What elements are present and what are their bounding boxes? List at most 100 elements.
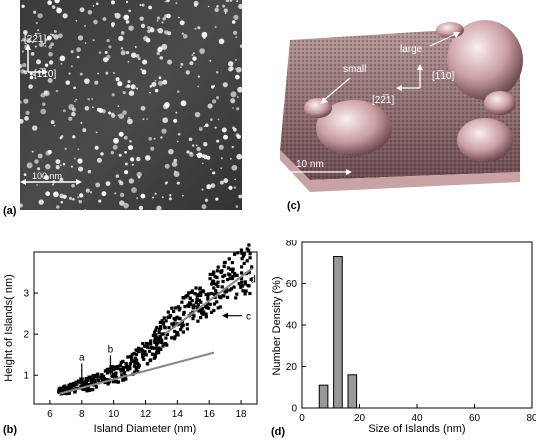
island-dot [201, 204, 207, 210]
island-dot [38, 199, 44, 205]
island-dot [157, 27, 164, 34]
data-point [199, 300, 203, 304]
data-point [210, 291, 214, 296]
y-axis-label: Height of Islands( nm) [3, 274, 15, 382]
island-dot [150, 146, 155, 151]
island-dot [37, 29, 40, 32]
island-dot [128, 90, 135, 96]
data-point [223, 290, 227, 294]
data-point [82, 387, 87, 391]
data-point [216, 284, 220, 288]
arrowhead-up-icon [417, 64, 423, 70]
data-point [178, 317, 182, 321]
data-point [175, 315, 179, 319]
island-dot [84, 42, 87, 44]
data-point [231, 267, 235, 271]
data-point [170, 336, 174, 340]
data-point [144, 353, 148, 357]
island-dot [123, 14, 129, 21]
data-point [186, 303, 190, 307]
data-point [121, 378, 125, 382]
island-dot [215, 197, 219, 201]
island-dot [68, 104, 75, 110]
data-point [228, 273, 232, 277]
island-dot [127, 145, 134, 151]
data-point [134, 367, 138, 371]
island-dot [23, 30, 28, 35]
island-dot [195, 144, 198, 147]
island-dot [74, 100, 76, 103]
data-point [235, 292, 239, 296]
island-dot [95, 131, 98, 134]
island-dot [55, 159, 61, 165]
data-point [199, 291, 203, 295]
data-point [216, 269, 220, 273]
data-point [90, 377, 94, 381]
data-point [57, 389, 62, 393]
island-dot [207, 5, 210, 8]
island-dot [122, 91, 126, 95]
island-dot [44, 63, 49, 67]
data-point [154, 333, 158, 337]
x-tick-label: 40 [411, 413, 423, 424]
island-dot [192, 52, 195, 55]
island-dot [206, 184, 212, 190]
data-point [160, 332, 164, 336]
island-dot [209, 168, 212, 171]
data-point [220, 269, 224, 273]
island-dot [220, 167, 223, 170]
island-dot [77, 196, 80, 199]
island-dot [131, 187, 137, 193]
island-dot [96, 157, 102, 163]
island-dot [207, 103, 213, 109]
data-point [128, 364, 132, 368]
island-dot [82, 128, 87, 133]
island-dot [164, 30, 169, 35]
arrowhead-right-icon [346, 169, 352, 175]
island-dot [165, 103, 170, 108]
island-dot [70, 50, 74, 54]
data-point [92, 374, 97, 378]
island-dot [139, 4, 142, 7]
island-dot [216, 139, 220, 143]
island-dot [201, 31, 208, 38]
island-dot [185, 70, 190, 75]
island-dot [156, 51, 160, 56]
data-point [190, 289, 194, 293]
data-point [115, 365, 119, 369]
island-dot [103, 57, 109, 63]
data-point [193, 292, 197, 296]
island-dot [148, 5, 153, 10]
data-point [232, 285, 236, 289]
data-point [105, 368, 109, 372]
island [457, 118, 513, 162]
data-point [233, 272, 237, 276]
island-dot [98, 108, 104, 113]
island-dot [140, 68, 143, 71]
annotation-label: d [250, 275, 256, 286]
data-point [137, 363, 141, 367]
island-dot [37, 13, 43, 19]
island-dot [162, 17, 166, 21]
data-point [156, 336, 160, 340]
data-point [121, 359, 125, 363]
data-point [210, 310, 214, 314]
island-dot [171, 161, 178, 167]
data-point [157, 340, 161, 344]
island-dot [203, 142, 208, 147]
island-dot [60, 63, 63, 65]
data-point [191, 305, 195, 309]
island-dot [175, 2, 178, 5]
data-point [217, 295, 221, 299]
island-dot [50, 42, 54, 47]
island-dot [68, 72, 71, 75]
island-dot [56, 7, 59, 9]
data-point [243, 280, 247, 284]
island-dot [31, 150, 34, 153]
island-dot [189, 151, 193, 155]
data-point [159, 325, 163, 329]
island-dot [154, 79, 157, 82]
data-point [163, 325, 167, 329]
data-point [239, 285, 243, 289]
island-dot [108, 111, 112, 115]
